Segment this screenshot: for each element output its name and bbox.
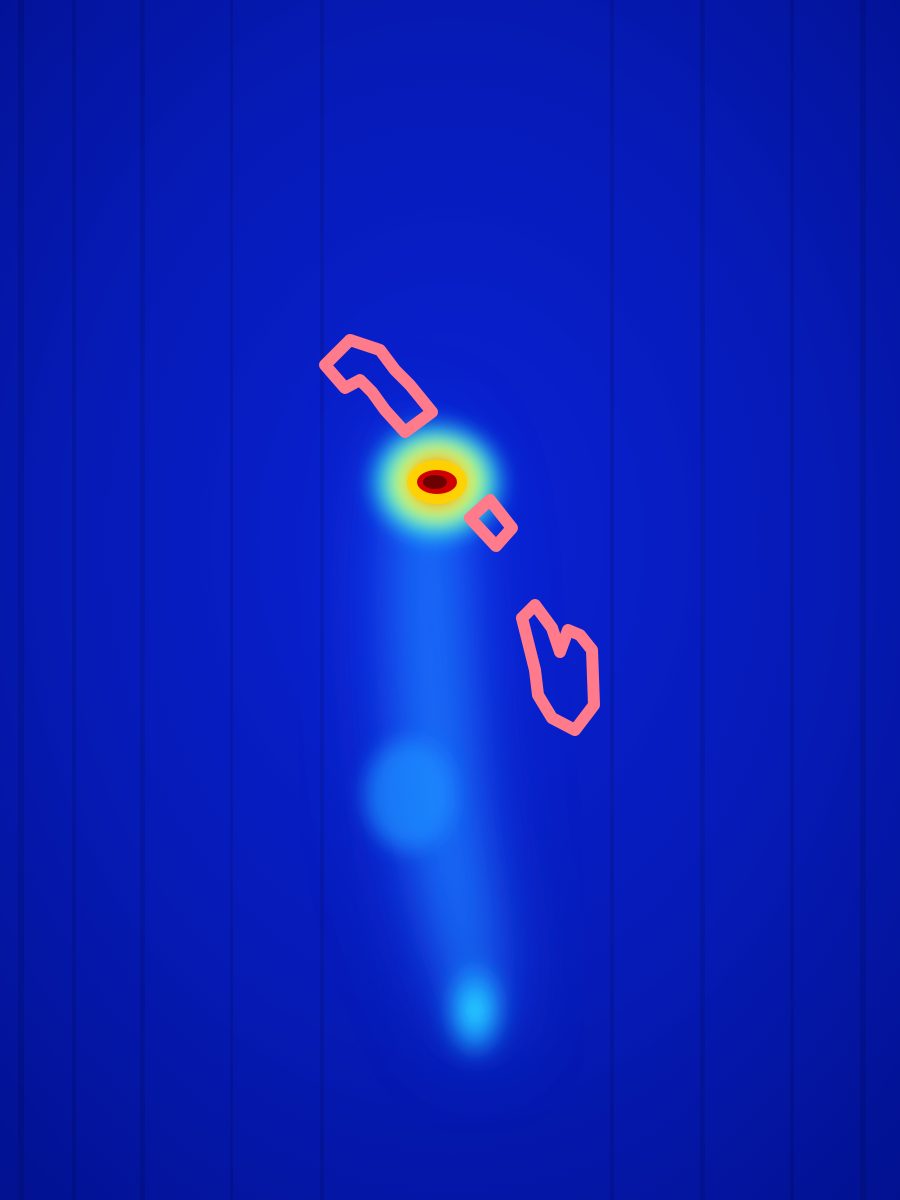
plume-mid-blob — [365, 740, 455, 850]
region-outlines — [319, 334, 600, 736]
plume-tip — [443, 958, 507, 1062]
region-outline-lower-right — [516, 599, 600, 736]
background-streaks — [18, 0, 866, 1200]
plume-glow — [370, 418, 513, 1060]
hotspot — [367, 420, 507, 544]
region-outline-small-triangle — [464, 494, 518, 552]
region-outline-top-left — [319, 334, 438, 438]
